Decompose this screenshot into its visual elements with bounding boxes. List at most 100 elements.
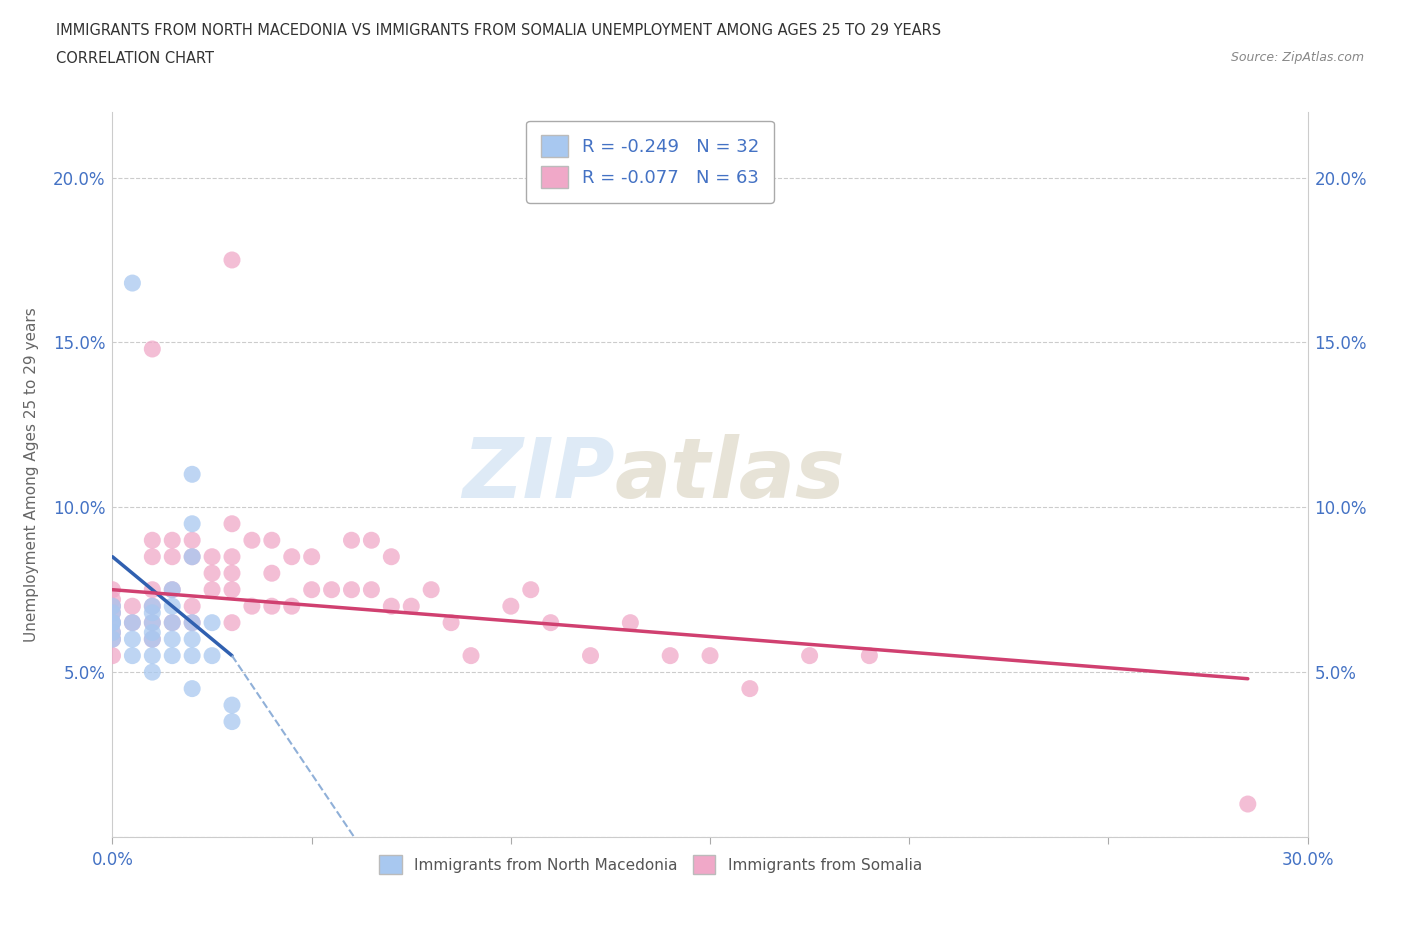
Point bbox=[201, 565, 224, 580]
Point bbox=[659, 648, 682, 663]
Point bbox=[101, 599, 124, 614]
Text: ZIP: ZIP bbox=[461, 433, 614, 515]
Point bbox=[101, 605, 124, 620]
Text: Source: ZipAtlas.com: Source: ZipAtlas.com bbox=[1230, 51, 1364, 64]
Point bbox=[141, 625, 163, 640]
Point bbox=[141, 599, 163, 614]
Point bbox=[360, 582, 382, 597]
Point bbox=[141, 599, 163, 614]
Point bbox=[101, 616, 124, 631]
Point bbox=[221, 714, 243, 729]
Point bbox=[340, 582, 363, 597]
Point bbox=[221, 253, 243, 268]
Point bbox=[221, 582, 243, 597]
Point bbox=[221, 550, 243, 565]
Text: atlas: atlas bbox=[614, 433, 845, 515]
Point bbox=[101, 648, 124, 663]
Point bbox=[240, 533, 263, 548]
Point bbox=[181, 616, 204, 631]
Y-axis label: Unemployment Among Ages 25 to 29 years: Unemployment Among Ages 25 to 29 years bbox=[24, 307, 39, 642]
Point bbox=[181, 550, 204, 565]
Point bbox=[619, 616, 641, 631]
Point bbox=[101, 616, 124, 631]
Point bbox=[181, 516, 204, 531]
Point bbox=[162, 631, 183, 646]
Point bbox=[181, 648, 204, 663]
Point bbox=[221, 698, 243, 712]
Point bbox=[201, 582, 224, 597]
Text: IMMIGRANTS FROM NORTH MACEDONIA VS IMMIGRANTS FROM SOMALIA UNEMPLOYMENT AMONG AG: IMMIGRANTS FROM NORTH MACEDONIA VS IMMIG… bbox=[56, 23, 942, 38]
Point bbox=[121, 631, 143, 646]
Point bbox=[141, 616, 163, 631]
Point bbox=[121, 648, 143, 663]
Point bbox=[1237, 797, 1260, 812]
Point bbox=[281, 550, 304, 565]
Text: CORRELATION CHART: CORRELATION CHART bbox=[56, 51, 214, 66]
Point bbox=[101, 625, 124, 640]
Point bbox=[101, 631, 124, 646]
Point bbox=[101, 625, 124, 640]
Point bbox=[162, 616, 183, 631]
Point bbox=[321, 582, 343, 597]
Point bbox=[360, 533, 382, 548]
Point bbox=[141, 631, 163, 646]
Point bbox=[201, 550, 224, 565]
Point bbox=[301, 550, 323, 565]
Point bbox=[221, 565, 243, 580]
Legend: Immigrants from North Macedonia, Immigrants from Somalia: Immigrants from North Macedonia, Immigra… bbox=[373, 849, 928, 880]
Point bbox=[699, 648, 721, 663]
Point bbox=[141, 648, 163, 663]
Point bbox=[340, 533, 363, 548]
Point bbox=[141, 533, 163, 548]
Point bbox=[499, 599, 522, 614]
Point bbox=[221, 516, 243, 531]
Point bbox=[162, 550, 183, 565]
Point bbox=[181, 681, 204, 696]
Point bbox=[260, 565, 283, 580]
Point bbox=[181, 550, 204, 565]
Point bbox=[181, 599, 204, 614]
Point bbox=[380, 550, 402, 565]
Point bbox=[181, 616, 204, 631]
Point bbox=[101, 592, 124, 607]
Point bbox=[162, 533, 183, 548]
Point bbox=[221, 616, 243, 631]
Point bbox=[401, 599, 423, 614]
Point bbox=[520, 582, 543, 597]
Point bbox=[101, 616, 124, 631]
Point bbox=[162, 616, 183, 631]
Point bbox=[101, 605, 124, 620]
Point bbox=[738, 681, 761, 696]
Point bbox=[260, 533, 283, 548]
Point bbox=[181, 533, 204, 548]
Point bbox=[141, 616, 163, 631]
Point bbox=[799, 648, 821, 663]
Point bbox=[420, 582, 443, 597]
Point bbox=[162, 599, 183, 614]
Point bbox=[440, 616, 463, 631]
Point bbox=[141, 631, 163, 646]
Point bbox=[281, 599, 304, 614]
Point bbox=[858, 648, 880, 663]
Point bbox=[301, 582, 323, 597]
Point bbox=[240, 599, 263, 614]
Point bbox=[141, 550, 163, 565]
Point bbox=[121, 616, 143, 631]
Point bbox=[121, 599, 143, 614]
Point bbox=[141, 582, 163, 597]
Point bbox=[181, 467, 204, 482]
Point bbox=[162, 648, 183, 663]
Point bbox=[121, 275, 143, 290]
Point bbox=[460, 648, 482, 663]
Point bbox=[121, 616, 143, 631]
Point bbox=[101, 599, 124, 614]
Point bbox=[162, 582, 183, 597]
Point bbox=[181, 631, 204, 646]
Point bbox=[101, 631, 124, 646]
Point bbox=[141, 341, 163, 356]
Point bbox=[141, 665, 163, 680]
Point bbox=[201, 648, 224, 663]
Point bbox=[162, 582, 183, 597]
Point bbox=[201, 616, 224, 631]
Point bbox=[380, 599, 402, 614]
